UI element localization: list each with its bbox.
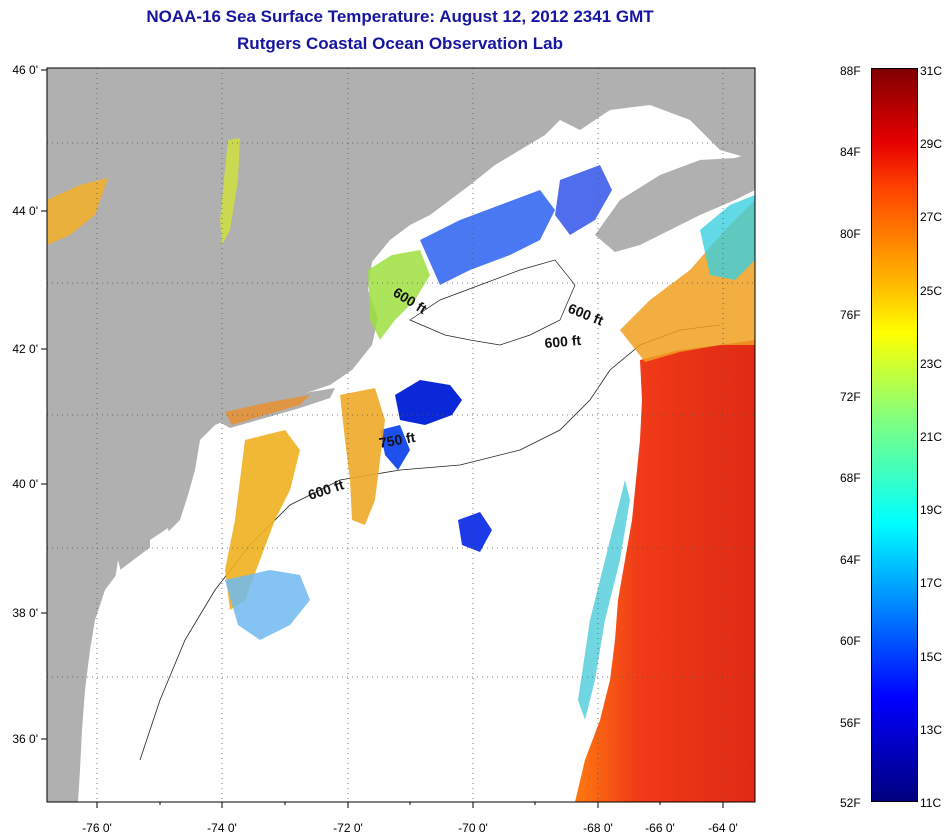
colorbar-c-label: 17C (920, 576, 943, 590)
shelf-contour-2 (409, 259, 576, 346)
southern-new-england-warm (340, 388, 385, 525)
shelf-contour (139, 324, 721, 761)
scotian-shelf-blue (555, 165, 612, 235)
tick-marks (41, 69, 724, 808)
map-subtitle: Rutgers Coastal Ocean Observation Lab (237, 34, 563, 53)
colorbar-f-label: 64F (840, 553, 861, 567)
offshore-cyan-patches (700, 195, 755, 280)
colorbar-f-label: 80F (840, 227, 861, 241)
colorbar-c-label: 31C (920, 64, 943, 78)
georges-bank-cold-water (395, 380, 462, 425)
colorbar-f-label: 68F (840, 471, 861, 485)
coastal-green-water (368, 250, 430, 340)
colorbar-f-label: 76F (840, 308, 861, 322)
colorbar-c-label: 23C (920, 357, 943, 371)
plot-frame (46, 67, 756, 803)
lat-tick-label: 42 0' (12, 342, 38, 356)
nantucket-cold-water (380, 425, 410, 470)
colorbar-c-label: 11C (920, 796, 942, 810)
colorbar-c-label: 21C (920, 430, 943, 444)
delaware-bay (150, 528, 172, 570)
lat-tick-label: 44 0' (12, 204, 38, 218)
lon-tick-label: -64 0' (708, 821, 738, 835)
lat-tick-label: 46 0' (12, 63, 38, 77)
colorbar-f-label: 84F (840, 145, 861, 159)
colorbar-f-label: 60F (840, 634, 861, 648)
lat-tick-label: 36 0' (12, 732, 38, 746)
colorbar-c-label: 19C (920, 503, 943, 517)
gulf-of-maine-blue (420, 190, 555, 285)
long-island-sound-warm (225, 395, 310, 425)
nova-scotia (595, 152, 755, 252)
colorbar-c-label: 29C (920, 137, 943, 151)
lon-tick-label: -76 0' (82, 821, 112, 835)
latitude-labels: 46 0' 44 0' 42 0' 40 0' 38 0' 36 0' (12, 63, 38, 746)
temperature-colorbar (871, 68, 918, 802)
contour-label: 600 ft (544, 332, 582, 351)
lon-tick-label: -74 0' (207, 821, 237, 835)
lat-tick-label: 40 0' (12, 477, 38, 491)
small-blue-patch (458, 512, 492, 552)
lat-tick-label: 38 0' (12, 606, 38, 620)
mid-atlantic-mixed (225, 570, 310, 640)
inland-lake-strip (220, 138, 240, 245)
colorbar-c-label: 27C (920, 210, 943, 224)
colorbar-f-label: 72F (840, 390, 861, 404)
colorbar-f-label: 56F (840, 716, 861, 730)
lon-tick-label: -66 0' (645, 821, 675, 835)
gulf-stream-warm-water (575, 340, 755, 802)
land-mainland (47, 68, 755, 802)
longitude-labels: -76 0' -74 0' -72 0' -70 0' -68 0' -66 0… (82, 821, 738, 835)
colorbar-c-label: 15C (920, 650, 943, 664)
chesapeake-bay (98, 560, 128, 740)
graticule (47, 68, 755, 802)
colorbar-c-label: 13C (920, 723, 943, 737)
colorbar-c-label: 25C (920, 284, 943, 298)
shelf-edge-cyan (578, 480, 630, 720)
colorbar-f-label: 88F (840, 64, 861, 78)
west-inland-warm (47, 178, 108, 245)
new-york-bight-warm (225, 430, 300, 610)
contour-label: 750 ft (378, 429, 417, 451)
lon-tick-label: -72 0' (333, 821, 363, 835)
map-title: NOAA-16 Sea Surface Temperature: August … (146, 7, 654, 26)
lon-tick-label: -70 0' (458, 821, 488, 835)
colorbar-f-label: 52F (840, 796, 861, 810)
lon-tick-label: -68 0' (583, 821, 613, 835)
